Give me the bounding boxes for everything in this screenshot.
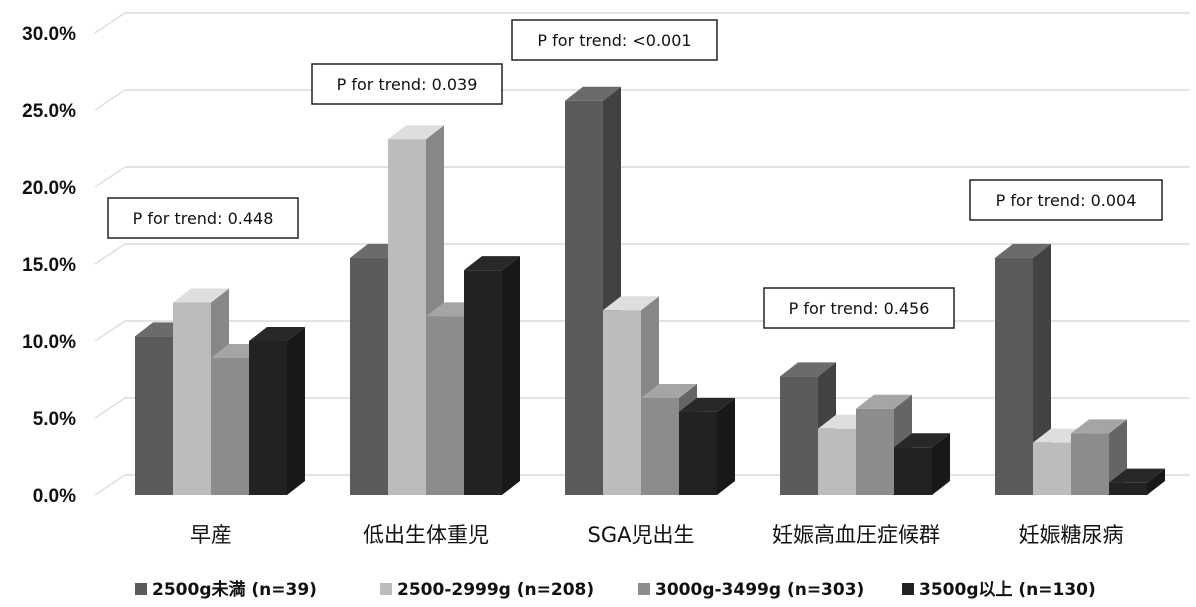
- legend: 2500g未満 (n=39) 2500-2999g (n=208) 3000g-34…: [135, 579, 1096, 600]
- bar-top: [641, 383, 697, 398]
- legend-swatch: [380, 583, 392, 595]
- bar-top: [1109, 468, 1165, 483]
- x-category-label: SGA児出生: [588, 523, 695, 547]
- legend-swatch: [902, 583, 914, 595]
- annotation-text: P for trend: 0.004: [996, 191, 1137, 210]
- annotation-box: [311, 63, 503, 105]
- bar-top: [780, 362, 836, 377]
- annotation-box: [969, 179, 1163, 221]
- annotation-text: P for trend: 0.448: [133, 209, 274, 228]
- gridline-diag: [94, 243, 126, 265]
- bar-top: [388, 125, 444, 140]
- bar-front: [565, 100, 603, 495]
- annotations: P for trend: 0.448 P for trend: 0.039 P fo…: [107, 19, 1163, 329]
- bar: [1109, 468, 1165, 495]
- legend-label: 3000g-3499g (n=303): [655, 580, 864, 600]
- y-tick-label: 15.0%: [22, 255, 76, 276]
- bar-front: [641, 397, 679, 495]
- gridline-diag: [94, 397, 126, 419]
- bars: [135, 86, 1165, 495]
- bar-side: [287, 327, 305, 495]
- gridline-diag: [94, 89, 126, 111]
- p-trend-annotation: P for trend: 0.448: [107, 197, 299, 239]
- annotation-text: P for trend: 0.456: [789, 299, 930, 318]
- y-axis-ticks: 0.0% 5.0% 10.0% 15.0% 20.0% 25.0% 30.0%: [22, 24, 76, 507]
- p-trend-annotation: P for trend: <0.001: [511, 19, 718, 61]
- annotation-text: P for trend: <0.001: [537, 31, 691, 50]
- bar-front: [249, 341, 287, 495]
- gridline-diag: [94, 320, 126, 342]
- bar-front: [426, 316, 464, 495]
- bar-front: [780, 376, 818, 495]
- legend-label: 2500-2999g (n=208): [397, 580, 594, 600]
- bar-front: [135, 336, 173, 495]
- bar-front: [1109, 482, 1147, 495]
- bar-top: [856, 394, 912, 409]
- y-tick-label: 30.0%: [22, 24, 76, 45]
- bar-front: [679, 411, 717, 495]
- bar-top: [603, 296, 659, 311]
- annotation-box: [107, 197, 299, 239]
- legend-label: 3500g以上 (n=130): [919, 580, 1096, 600]
- gridline-diag: [94, 474, 126, 496]
- legend-item: 3500g以上 (n=130): [902, 580, 1096, 600]
- bar: [679, 397, 735, 495]
- legend-item: 2500g未満 (n=39): [135, 579, 317, 600]
- legend-label: 2500g未満 (n=39): [152, 579, 317, 600]
- annotation-box: [763, 287, 955, 329]
- bar: [565, 86, 621, 495]
- gridline-diag: [94, 12, 126, 34]
- p-trend-annotation: P for trend: 0.456: [763, 287, 955, 329]
- legend-item: 2500-2999g (n=208): [380, 580, 594, 600]
- bar-side: [502, 256, 520, 495]
- bar-front: [856, 408, 894, 495]
- bar-front: [211, 357, 249, 495]
- bar-front: [1033, 442, 1071, 495]
- y-tick-label: 25.0%: [22, 101, 76, 122]
- bar-top: [565, 86, 621, 101]
- x-category-label: 妊娠糖尿病: [1019, 523, 1124, 547]
- bar: [894, 433, 950, 495]
- bar-front: [818, 428, 856, 495]
- y-tick-label: 10.0%: [22, 332, 76, 353]
- legend-swatch: [638, 583, 650, 595]
- bar-front: [350, 257, 388, 495]
- bar-front: [995, 257, 1033, 495]
- legend-swatch: [135, 583, 147, 595]
- bar-top: [995, 243, 1051, 258]
- y-tick-label: 20.0%: [22, 178, 76, 199]
- bar-top: [1071, 419, 1127, 434]
- annotation-box: [511, 19, 718, 61]
- bar-front: [1071, 433, 1109, 495]
- bar-front: [603, 310, 641, 495]
- bar-front: [894, 447, 932, 495]
- gridline-diag: [94, 166, 126, 188]
- bar-front: [173, 302, 211, 495]
- category-labels: 早産 低出生体重児 SGA児出生 妊娠高血圧症候群 妊娠糖尿病: [190, 523, 1124, 547]
- bar-front: [464, 270, 502, 495]
- bar: [249, 327, 305, 495]
- x-category-label: 低出生体重児: [363, 523, 489, 547]
- p-trend-annotation: P for trend: 0.004: [969, 179, 1163, 221]
- x-category-label: 早産: [190, 523, 232, 547]
- bar-top: [679, 397, 735, 412]
- bar-top: [249, 327, 305, 341]
- annotation-text: P for trend: 0.039: [337, 75, 478, 94]
- bar-side: [1147, 468, 1165, 495]
- p-trend-annotation: P for trend: 0.039: [311, 63, 503, 105]
- bar-side: [717, 397, 735, 495]
- bar-top: [464, 256, 520, 271]
- bar-front: [388, 139, 426, 495]
- y-tick-label: 0.0%: [33, 486, 76, 507]
- x-category-label: 妊娠高血圧症候群: [772, 523, 940, 547]
- y-tick-label: 5.0%: [33, 409, 76, 430]
- bar-side: [932, 433, 950, 495]
- bar-top: [173, 288, 229, 303]
- bar-top: [894, 433, 950, 448]
- legend-item: 3000g-3499g (n=303): [638, 580, 864, 600]
- bar: [464, 256, 520, 495]
